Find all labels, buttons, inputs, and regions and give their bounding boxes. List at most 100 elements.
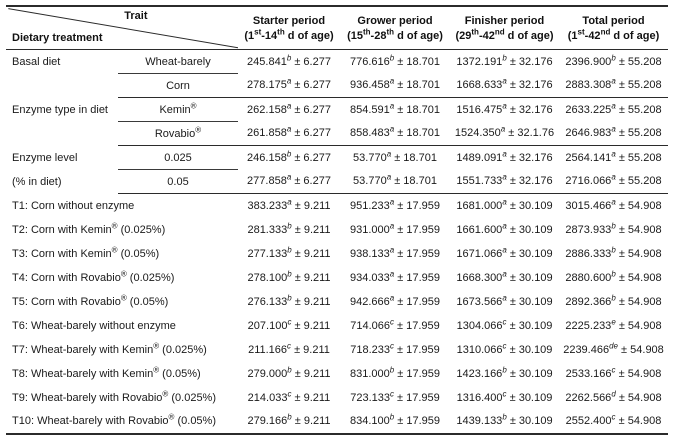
value-cell-total: 2892.366b ± 54.908 [565,292,662,308]
group-label-cell: Enzyme level (% in diet) [12,151,78,188]
value-cell-starter: 261.858a ± 6.277 [238,121,340,146]
table-body: Basal diet Wheat-barely 245.841b ± 6.277 77… [6,49,668,434]
value-cell-grower: 718.233c ± 17.959 [350,340,440,356]
value-cell-finisher: 1673.566a ± 30.109 [456,292,553,308]
value-cell-total: 2880.600b ± 54.908 [565,268,662,284]
value-cell-starter: 214.033c ± 9.211 [247,388,331,404]
column-header-total: Total period (1st-42nd d of age) [559,6,668,50]
value-cell-finisher: 1668.300a ± 30.109 [456,268,553,284]
value-cell-starter: 279.000b ± 9.211 [247,364,331,380]
group-label-cell: Basal diet [12,56,61,68]
value-cell-total: 2552.400c ± 54.908 [565,412,662,427]
treatment-row: T9: Wheat-barely with Rovabio® (0.025%) 2… [6,386,668,410]
value-cell-starter: 277.858a ± 6.277 [238,169,340,194]
value-cell-starter: 276.133b ± 9.211 [247,292,331,308]
table-header-row: Trait Dietary treatment Starter period (1… [6,6,668,50]
trait-cell: Rovabio® [118,121,238,146]
column-header-grower: Grower period (15th-28th d of age) [340,6,450,50]
value-cell-total: 2883.308a ± 55.208 [559,73,668,98]
dietary-treatment-header-label: Dietary treatment [12,32,103,44]
value-cell-grower: 942.666a ± 17.959 [349,292,440,308]
value-cell-finisher: 1316.400c ± 30.109 [456,388,553,404]
group-row: Corn 278.175a ± 6.277 936.458a ± 18.701 166… [6,73,668,98]
treatment-label-cell: T2: Corn with Kemin® (0.025%) [12,220,166,236]
treatment-row: T3: Corn with Kemin® (0.05%) 277.133b ± 9… [6,242,668,266]
value-cell-grower: 53.770a ± 18.701 [353,149,437,164]
treatment-label-cell: T10: Wheat-barely with Rovabio® (0.05%) [12,412,216,427]
value-cell-starter: 245.841b ± 6.277 [247,53,331,68]
value-cell-finisher: 1516.475a ± 32.176 [456,101,553,116]
value-cell-finisher: 1668.633a ± 32.176 [450,73,559,98]
group-label-cell: Enzyme type in diet [12,103,108,116]
value-cell-starter: 278.100b ± 9.211 [247,268,331,284]
trait-cell: 0.05 [118,169,238,194]
value-cell-starter: 262.158a ± 6.277 [247,101,331,116]
value-cell-starter: 207.100c ± 9.211 [247,316,331,332]
value-cell-finisher: 1681.000a ± 30.109 [456,197,553,212]
treatment-row: T6: Wheat-barely without enzyme 207.100c … [6,314,668,338]
group-row: Enzyme level (% in diet) 0.025 246.158b ± 6… [6,145,668,188]
treatment-row: T8: Wheat-barely with Kemin® (0.05%) 279.… [6,362,668,386]
value-cell-total: 2633.225a ± 55.208 [565,101,662,116]
value-cell-grower: 951.233a ± 17.959 [349,197,440,212]
value-cell-starter: 246.158b ± 6.277 [247,149,331,164]
value-cell-grower: 938.133a ± 17.959 [349,244,440,260]
table-header: Trait Dietary treatment Starter period (1… [6,6,668,50]
group-row: Basal diet Wheat-barely 245.841b ± 6.277 77… [6,49,668,74]
value-cell-total: 3015.466a ± 54.908 [565,197,662,212]
value-cell-finisher: 1304.066c ± 30.109 [456,316,553,332]
trait-cell: Kemin® [118,97,238,122]
value-cell-grower: 936.458a ± 18.701 [340,73,450,98]
value-cell-starter: 211.166c ± 9.211 [248,340,330,356]
value-cell-grower: 854.591a ± 18.701 [349,101,440,116]
value-cell-finisher: 1551.733a ± 32.176 [450,169,559,194]
column-header-starter: Starter period (1st-14th d of age) [238,6,340,50]
value-cell-finisher: 1310.066c ± 30.109 [456,340,553,356]
value-cell-total: 2225.233e ± 54.908 [565,316,662,332]
diagonal-divider-line [6,7,238,49]
treatment-label-cell: T9: Wheat-barely with Rovabio® (0.025%) [12,388,217,404]
value-cell-starter: 277.133b ± 9.211 [247,244,331,260]
value-cell-starter: 383.233a ± 9.211 [247,197,331,212]
value-cell-grower: 834.100b ± 17.959 [349,412,440,427]
value-cell-grower: 714.066c ± 17.959 [350,316,440,332]
diagonal-header-cell: Trait Dietary treatment [6,6,238,50]
treatment-row: T7: Wheat-barely with Kemin® (0.025%) 211… [6,338,668,362]
group-row: Rovabio® 261.858a ± 6.277 858.483a ± 18.70… [6,121,668,146]
treatment-label-cell: T1: Corn without enzyme [12,199,135,212]
dietary-treatment-performance-table: Trait Dietary treatment Starter period (1… [6,5,668,435]
treatment-label-cell: T8: Wheat-barely with Kemin® (0.05%) [12,364,201,380]
value-cell-finisher: 1423.166b ± 30.109 [456,364,553,380]
trait-header-label: Trait [124,10,148,22]
group-row: 0.05 277.858a ± 6.277 53.770a ± 18.701 1551… [6,169,668,194]
value-cell-grower: 831.000b ± 17.959 [349,364,440,380]
value-cell-finisher: 1372.191b ± 32.176 [456,53,553,68]
value-cell-total: 2262.566d ± 54.908 [565,388,662,404]
value-cell-grower: 723.133c ± 17.959 [350,388,440,404]
treatment-row: T4: Corn with Rovabio® (0.025%) 278.100b … [6,266,668,290]
treatment-row: T2: Corn with Kemin® (0.025%) 281.333b ± … [6,218,668,242]
treatment-label-cell: T4: Corn with Rovabio® (0.025%) [12,268,175,284]
trait-cell: Corn [118,73,238,98]
value-cell-grower: 931.000a ± 17.959 [349,220,440,236]
trait-cell: 0.025 [118,145,238,170]
trait-cell: Wheat-barely [118,49,238,74]
value-cell-grower: 934.033a ± 17.959 [349,268,440,284]
value-cell-total: 2239.466de ± 54.908 [563,340,664,356]
value-cell-finisher: 1439.133b ± 30.109 [456,412,553,427]
value-cell-total: 2533.166c ± 54.908 [565,364,662,380]
treatment-row: T5: Corn with Rovabio® (0.05%) 276.133b ±… [6,290,668,314]
value-cell-finisher: 1489.091a ± 32.176 [456,149,553,164]
value-cell-finisher: 1661.600a ± 30.109 [456,220,553,236]
column-header-finisher: Finisher period (29th-42nd d of age) [450,6,559,50]
value-cell-total: 2646.983a ± 55.208 [559,121,668,146]
value-cell-total: 2873.933b ± 54.908 [565,220,662,236]
value-cell-total: 2886.333b ± 54.908 [565,244,662,260]
value-cell-total: 2396.900b ± 55.208 [565,53,662,68]
value-cell-starter: 281.333b ± 9.211 [247,220,331,236]
treatment-label-cell: T7: Wheat-barely with Kemin® (0.025%) [12,340,207,356]
value-cell-finisher: 1671.066a ± 30.109 [456,244,553,260]
value-cell-finisher: 1524.350a ± 32.1.76 [450,121,559,146]
treatment-label-cell: T3: Corn with Kemin® (0.05%) [12,244,160,260]
